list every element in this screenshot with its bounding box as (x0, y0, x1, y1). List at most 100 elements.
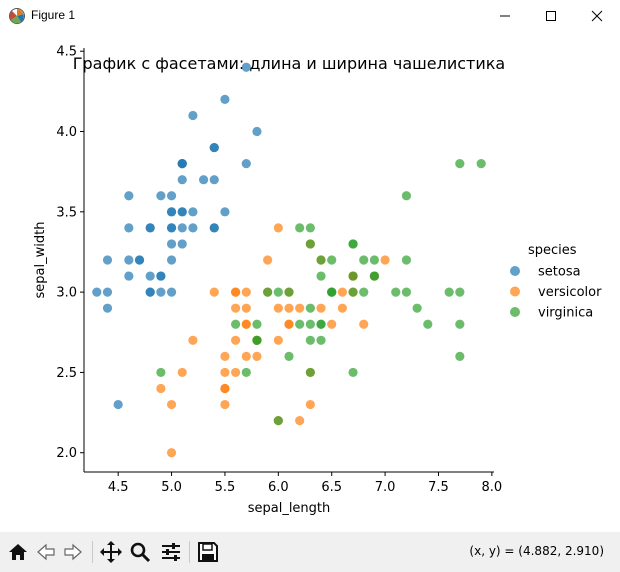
data-point-virginica (305, 303, 315, 313)
data-point-virginica (359, 255, 369, 265)
data-point-virginica (231, 319, 241, 329)
data-point-setosa (166, 191, 177, 201)
home-button[interactable] (6, 540, 30, 564)
back-arrow-icon (37, 543, 55, 561)
minimize-icon (500, 15, 510, 17)
data-point-setosa (166, 255, 177, 265)
data-point-versicolor (166, 448, 177, 458)
data-point-virginica (305, 367, 315, 378)
y-tick-label: 4.0 (56, 125, 77, 140)
data-point-virginica (284, 287, 294, 297)
data-point-setosa (188, 223, 198, 233)
window-titlebar: Figure 1 (0, 0, 620, 32)
data-point-setosa (198, 175, 209, 185)
minimize-button[interactable] (482, 0, 528, 32)
maximize-button[interactable] (528, 0, 574, 32)
data-point-virginica (156, 367, 166, 378)
data-point-setosa (209, 142, 219, 153)
data-point-virginica (348, 239, 358, 249)
data-point-virginica (423, 319, 433, 329)
data-point-virginica (295, 223, 305, 233)
data-point-versicolor (359, 319, 369, 329)
maximize-icon (546, 11, 556, 21)
data-point-versicolor (156, 383, 166, 394)
sliders-icon (162, 543, 180, 561)
forward-arrow-icon (64, 543, 82, 561)
x-tick-label: 5.0 (161, 480, 182, 495)
data-point-setosa (124, 271, 134, 281)
data-point-virginica (316, 335, 326, 345)
data-point-virginica (284, 351, 294, 361)
data-point-virginica (252, 335, 262, 345)
data-point-virginica (401, 255, 412, 265)
data-point-versicolor (316, 303, 326, 313)
data-point-virginica (305, 223, 315, 233)
back-button[interactable] (34, 540, 58, 564)
legend-title: species (528, 243, 577, 258)
data-point-virginica (348, 287, 358, 297)
data-point-setosa (92, 287, 102, 297)
x-axis-label: sepal_length (248, 501, 331, 516)
data-point-setosa (102, 287, 113, 297)
data-point-versicolor (241, 303, 251, 313)
y-tick-label: 3.5 (56, 205, 77, 220)
save-figure-button[interactable] (196, 540, 220, 564)
data-point-setosa (177, 207, 187, 217)
data-point-versicolor (305, 399, 315, 410)
data-point-setosa (252, 126, 262, 137)
x-tick-label: 6.0 (268, 480, 289, 495)
data-point-virginica (444, 287, 454, 297)
data-point-setosa (177, 223, 187, 233)
data-point-setosa (177, 175, 187, 185)
data-point-setosa (220, 94, 230, 104)
data-point-setosa (166, 223, 177, 233)
data-point-versicolor (263, 255, 273, 265)
data-point-setosa (113, 399, 123, 410)
legend-label-versicolor: versicolor (538, 285, 602, 300)
data-point-virginica (391, 287, 401, 297)
data-point-versicolor (220, 383, 230, 394)
close-button[interactable] (574, 0, 620, 32)
magnifier-icon (130, 542, 151, 563)
data-point-setosa (102, 303, 113, 313)
data-point-setosa (166, 207, 177, 217)
y-tick-label: 4.5 (56, 45, 77, 60)
data-point-virginica (252, 319, 262, 329)
data-point-virginica (401, 191, 412, 201)
data-point-versicolor (220, 367, 230, 378)
data-point-versicolor (337, 303, 347, 313)
data-point-versicolor (327, 319, 337, 329)
data-point-virginica (316, 319, 326, 329)
data-point-virginica (455, 319, 465, 329)
data-point-virginica (273, 416, 283, 426)
pan-button[interactable] (99, 540, 123, 564)
y-tick-label: 3.0 (56, 286, 77, 301)
data-point-versicolor (380, 255, 390, 265)
data-point-setosa (188, 207, 198, 217)
data-point-virginica (327, 255, 337, 265)
data-point-setosa (241, 62, 251, 72)
legend-label-setosa: setosa (538, 265, 581, 280)
data-point-setosa (177, 239, 187, 249)
zoom-button[interactable] (128, 540, 152, 564)
data-point-setosa (209, 175, 219, 185)
data-point-versicolor (295, 303, 305, 313)
close-icon (591, 10, 603, 22)
data-point-setosa (145, 287, 155, 297)
data-point-versicolor (273, 223, 283, 233)
data-point-setosa (124, 223, 134, 233)
window-title: Figure 1 (31, 8, 76, 22)
data-point-versicolor (220, 351, 230, 361)
data-point-setosa (166, 287, 177, 297)
data-point-versicolor (177, 367, 187, 378)
configure-subplots-button[interactable] (159, 540, 183, 564)
x-tick-label: 8.0 (482, 480, 503, 495)
pan-arrows-icon (100, 541, 122, 563)
x-tick-label: 4.5 (108, 480, 129, 495)
data-point-versicolor (273, 303, 283, 313)
cursor-coordinates: (x, y) = (4.882, 2.910) (469, 544, 604, 558)
figure-canvas[interactable]: График с фасетами: длина и ширина чашели… (0, 32, 620, 532)
forward-button[interactable] (61, 540, 85, 564)
scatter-plot: 4.5 5.0 5.5 6.0 6.5 7.0 7.5 8.0 2.0 2.5 3.0 3.5 4.0 4… (33, 45, 602, 516)
data-point-setosa (156, 287, 166, 297)
